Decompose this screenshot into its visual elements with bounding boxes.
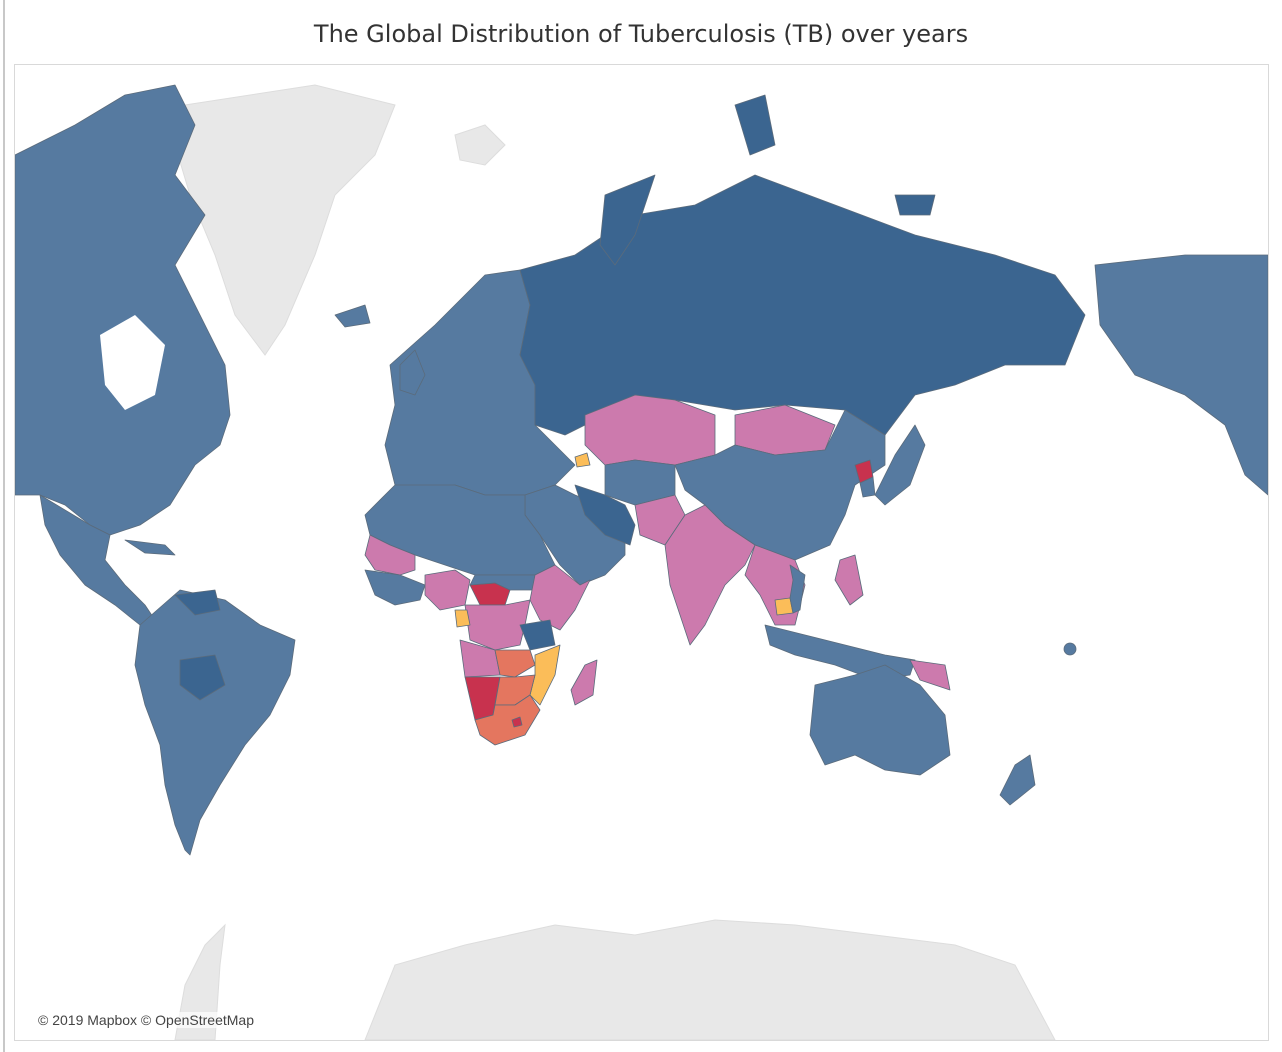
region-australia[interactable] [809,664,951,776]
region-uk[interactable] [399,349,426,396]
region-iceland[interactable] [334,304,371,328]
region-north-america[interactable] [15,84,231,536]
region-india[interactable] [664,504,756,646]
region-hudson-bay [100,315,165,410]
region-russia[interactable] [519,174,1086,436]
region-tanzania[interactable] [519,619,556,651]
region-fiji[interactable] [1063,642,1077,656]
region-bolivia[interactable] [179,654,226,701]
region-vietnam[interactable] [789,564,806,614]
region-sudan[interactable] [469,574,541,591]
choropleth-map[interactable]: © 2019 Mapbox © OpenStreetMap [14,64,1269,1041]
left-border [3,0,5,1052]
region-west-africa[interactable] [364,569,426,606]
region-ethiopia-kenya[interactable] [529,564,591,631]
region-indonesia[interactable] [764,624,916,681]
region-lesotho[interactable] [511,716,523,728]
region-novaya-zemlya[interactable] [599,174,656,266]
region-png[interactable] [909,659,951,691]
map-canvas[interactable] [15,65,1268,1040]
region-cuba[interactable] [124,539,176,556]
region-new-siberian[interactable] [894,194,936,216]
region-azerbaijan[interactable] [574,452,591,468]
region-venezuela[interactable] [174,589,221,616]
map-attribution[interactable]: © 2019 Mapbox © OpenStreetMap [35,1012,257,1028]
region-gabon[interactable] [454,609,471,628]
region-zambia[interactable] [494,649,536,678]
region-antarctic-peninsula[interactable] [174,923,226,1040]
region-south-america[interactable] [134,589,296,856]
region-svalbard[interactable] [454,124,506,166]
region-south-africa[interactable] [474,694,541,746]
region-mauritania-mali[interactable] [364,534,416,576]
region-iran[interactable] [574,484,636,546]
region-japan[interactable] [874,424,926,506]
region-philippines[interactable] [834,554,864,606]
page-title: The Global Distribution of Tuberculosis … [313,20,969,48]
region-antarctica[interactable] [364,919,1056,1040]
region-new-zealand[interactable] [999,754,1036,806]
region-severnaya[interactable] [734,94,776,156]
region-madagascar[interactable] [570,659,598,706]
region-alaska[interactable] [1094,254,1268,496]
